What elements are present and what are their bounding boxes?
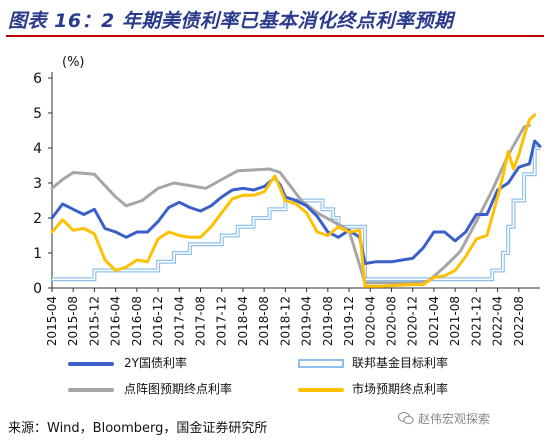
x-tick-label: 2021-12 [469, 296, 483, 346]
x-tick-label: 2020-08 [384, 296, 398, 346]
legend-label-market: 市场预期终点利率 [352, 382, 449, 396]
x-tick-label: 2017-04 [172, 296, 186, 346]
legend-label-dot: 点阵图预期终点利率 [124, 382, 233, 396]
title-rule [6, 35, 544, 37]
y-tick-label: 1 [33, 246, 42, 262]
x-tick-label: 2019-08 [321, 296, 335, 346]
x-tick-label: 2019-04 [300, 296, 314, 346]
legend-swatch-market [298, 388, 344, 392]
y-tick-label: 0 [33, 281, 42, 297]
x-tick-label: 2016-12 [151, 296, 165, 346]
y-tick-label: 6 [33, 71, 42, 87]
title-bar: 图表 16：2 年期美债利率已基本消化终点利率预期 [0, 0, 550, 38]
x-tick-label: 2015-04 [45, 296, 59, 346]
x-tick-label: 2015-12 [87, 296, 101, 346]
x-tick-label: 2016-08 [130, 296, 144, 346]
chart-title: 图表 16：2 年期美债利率已基本消化终点利率预期 [8, 10, 454, 32]
legend-label-fed: 联邦基金目标利率 [352, 356, 449, 370]
wechat-icon [398, 411, 414, 425]
x-tick-label: 2020-04 [363, 296, 377, 346]
x-tick-label: 2019-12 [342, 296, 356, 346]
y-tick-label: 4 [33, 141, 42, 157]
series-dot-plot-line [50, 123, 531, 285]
x-tick-label: 2022-04 [491, 296, 505, 346]
x-tick-label: 2016-04 [109, 296, 123, 346]
y-axis-unit: (%) [62, 55, 85, 70]
line-chart: 0 1 2 3 4 5 6 (%) 2015-04 2015-08 2015-12 2016-04 20… [33, 55, 542, 346]
x-tick-label: 2017-08 [194, 296, 208, 346]
legend-label-2y: 2Y国债利率 [124, 356, 187, 370]
y-tick-label: 5 [33, 106, 42, 122]
y-tick-label: 2 [33, 211, 42, 227]
x-tick-label: 2022-08 [512, 296, 526, 346]
source-note: 来源：Wind，Bloomberg，国金证券研究所 [8, 421, 268, 436]
watermark: 赵伟宏观探索 [418, 412, 491, 426]
x-tick-label: 2017-12 [215, 296, 229, 346]
legend-swatch-dot [68, 388, 114, 392]
x-tick-label: 2020-12 [406, 296, 420, 346]
x-tick-label: 2015-08 [66, 296, 80, 346]
x-tick-label: 2021-04 [427, 296, 441, 346]
x-tick-label: 2018-12 [278, 296, 292, 346]
legend-swatch-fed [298, 359, 344, 368]
x-tick-label: 2018-04 [236, 296, 250, 346]
x-tick-label: 2018-08 [257, 296, 271, 346]
y-tick-label: 3 [33, 176, 42, 192]
x-tick-label: 2021-08 [448, 296, 462, 346]
series-market-terminal-line [50, 113, 537, 288]
legend: 2Y国债利率 联邦基金目标利率 点阵图预期终点利率 市场预期终点利率 [0, 348, 550, 404]
series-2y-treasury-line [50, 139, 542, 265]
legend-swatch-2y [68, 362, 114, 366]
series-fed-funds-step-outer [52, 146, 540, 282]
series-fed-funds-step [52, 147, 540, 281]
